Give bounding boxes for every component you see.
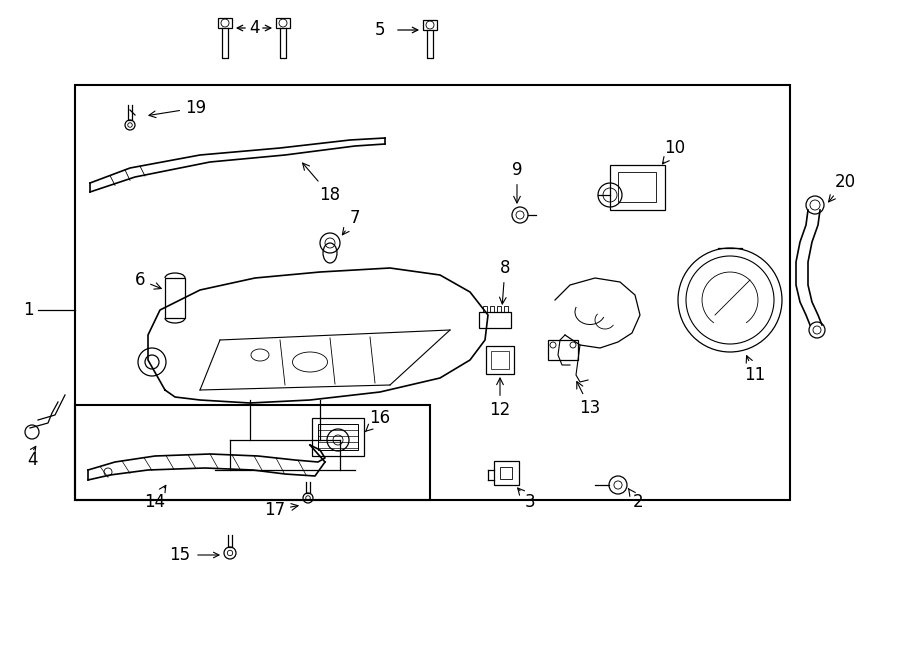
Text: 1: 1 [22, 301, 33, 319]
Bar [165, 278, 185, 318]
Bar [218, 18, 232, 28]
Text: 4: 4 [248, 19, 259, 37]
Text: 19: 19 [149, 99, 206, 118]
Bar [500, 467, 512, 479]
Bar [491, 351, 509, 369]
Text: 12: 12 [490, 378, 510, 419]
Text: 5: 5 [374, 21, 385, 39]
Bar [486, 346, 514, 374]
Bar [483, 306, 487, 312]
Bar [318, 424, 358, 450]
Text: 11: 11 [744, 356, 766, 384]
Bar [479, 312, 511, 328]
Bar [490, 306, 494, 312]
Bar [423, 20, 437, 30]
Text: 7: 7 [342, 209, 360, 235]
Bar [610, 165, 665, 210]
Text: 17: 17 [264, 501, 298, 519]
Bar [497, 306, 501, 312]
Bar [548, 340, 578, 360]
Text: 18: 18 [302, 163, 340, 204]
Text: 14: 14 [144, 485, 166, 511]
Bar [312, 418, 364, 456]
Bar [75, 85, 790, 500]
Bar [504, 306, 508, 312]
Text: 20: 20 [829, 173, 856, 202]
Bar [276, 18, 290, 28]
Bar [618, 172, 656, 202]
Text: 4: 4 [27, 451, 37, 469]
Text: 16: 16 [365, 409, 391, 432]
Text: 3: 3 [518, 488, 536, 511]
Text: 10: 10 [662, 139, 686, 164]
Bar [494, 461, 519, 485]
Text: 2: 2 [628, 488, 644, 511]
Text: 8: 8 [500, 259, 510, 304]
Text: 6: 6 [135, 271, 161, 289]
Text: 9: 9 [512, 161, 522, 203]
Text: 15: 15 [169, 546, 191, 564]
Text: 13: 13 [577, 381, 600, 417]
Bar [75, 405, 430, 500]
